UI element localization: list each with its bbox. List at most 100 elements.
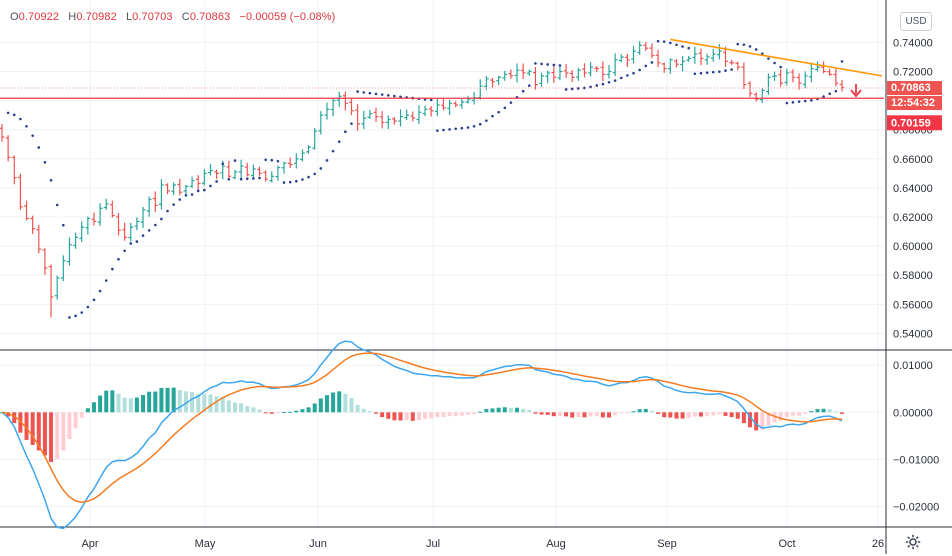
histogram-bar — [36, 412, 41, 451]
ohlc-bar — [753, 92, 759, 102]
price-tick-label: 0.74000 — [893, 37, 933, 49]
histogram-bar — [251, 407, 256, 413]
macd-tick-label: 0.00000 — [893, 407, 933, 419]
ohlc-bar — [48, 264, 54, 318]
ohlc-bar — [778, 69, 784, 87]
histogram-bar — [674, 412, 679, 419]
histogram-bar — [637, 409, 642, 413]
histogram-bar — [104, 390, 109, 413]
histogram-bar — [177, 390, 182, 413]
histogram-bar — [435, 412, 440, 418]
sar-dot — [319, 167, 323, 170]
sar-dot — [638, 68, 641, 72]
ohlc-bar — [257, 166, 262, 177]
ohlc-bar — [244, 162, 250, 177]
histogram-bar — [269, 412, 274, 414]
sar-dot — [650, 61, 654, 64]
countdown-tag-bg — [887, 96, 942, 111]
ohlc-bar — [569, 70, 575, 83]
sar-dot — [129, 242, 133, 245]
sar-dot — [68, 316, 71, 319]
ohlc-legend: O0.70922 H0.70982 L0.70703 C0.70863 −0.0… — [10, 11, 341, 23]
histogram-bar — [42, 412, 47, 456]
sar-dot — [98, 289, 102, 293]
sar-dot — [252, 177, 255, 180]
histogram-bar — [110, 390, 115, 413]
histogram-bar — [416, 412, 421, 420]
ohlc-bar — [85, 216, 91, 235]
ohlc-bar — [0, 123, 5, 142]
histogram-bar — [441, 412, 446, 418]
histogram-bar — [300, 409, 305, 413]
sar-dot — [184, 194, 188, 197]
sar-dot — [644, 64, 648, 68]
histogram-bar — [809, 411, 814, 413]
month-label: Jun — [309, 538, 327, 550]
sar-dot — [49, 179, 53, 182]
sar-dot — [215, 180, 218, 183]
ohlc-bar — [171, 182, 177, 195]
histogram-bar — [73, 412, 78, 429]
histogram-bar — [116, 393, 121, 413]
histogram-bar — [754, 412, 759, 431]
ohlc-bar — [324, 102, 330, 120]
ohlc-bar — [385, 115, 391, 130]
month-label: Jul — [426, 538, 440, 550]
sar-dot — [337, 140, 341, 143]
ohlc-bar — [183, 184, 189, 195]
ohlc-bar — [73, 232, 78, 249]
ohlc-bar — [729, 59, 735, 65]
histogram-bar — [502, 407, 507, 413]
open-value: 0.70922 — [18, 11, 60, 23]
sar-dot — [282, 181, 286, 184]
histogram-bar — [545, 412, 550, 415]
last-price-tag-bg — [887, 81, 942, 96]
histogram-bar — [705, 412, 710, 417]
histogram-bar — [429, 412, 434, 419]
ohlc-bar — [441, 98, 446, 111]
sar-dot — [307, 175, 310, 179]
histogram-bar — [729, 412, 734, 418]
sar-dot — [74, 314, 77, 318]
ohlc-bar — [24, 200, 29, 221]
sar-dot — [362, 91, 366, 94]
sar-dot — [301, 178, 304, 181]
histogram-bar — [748, 412, 753, 428]
histogram-bar — [12, 412, 17, 424]
histogram-bar — [380, 412, 385, 418]
ohlc-bar — [747, 81, 753, 97]
ohlc-bar — [97, 203, 103, 226]
histogram-bar — [484, 409, 489, 413]
ohlc-bar — [649, 43, 655, 59]
ohlc-bar — [545, 70, 551, 84]
ohlc-bar — [410, 111, 416, 122]
currency-button[interactable]: USD — [900, 12, 932, 31]
gear-icon[interactable] — [904, 533, 922, 551]
histogram-bar — [625, 412, 630, 414]
macd-tick-label: 0.01000 — [893, 360, 933, 372]
sar-dot — [258, 176, 261, 180]
ohlc-bar — [11, 155, 17, 185]
histogram-bar — [423, 412, 428, 419]
ohlc-bar — [379, 111, 385, 129]
ohlc-bar — [349, 98, 354, 116]
sar-dot — [552, 63, 556, 67]
ohlc-bar — [116, 213, 121, 236]
sar-dot — [491, 114, 494, 118]
histogram-bar — [324, 395, 329, 413]
histogram-bar — [6, 412, 11, 417]
histogram-bar — [85, 408, 90, 413]
histogram-bar — [392, 412, 397, 421]
month-label: May — [195, 538, 216, 550]
ohlc-bar — [815, 61, 820, 72]
histogram-bar — [128, 398, 133, 413]
ohlc-bar — [496, 75, 502, 86]
down-arrow-icon — [850, 84, 862, 98]
histogram-bar — [288, 411, 293, 413]
histogram-bar — [208, 394, 213, 413]
histogram-bar — [643, 409, 648, 413]
ohlc-bar — [336, 91, 342, 107]
arrow-head — [850, 89, 862, 98]
macd-histogram — [0, 387, 844, 462]
